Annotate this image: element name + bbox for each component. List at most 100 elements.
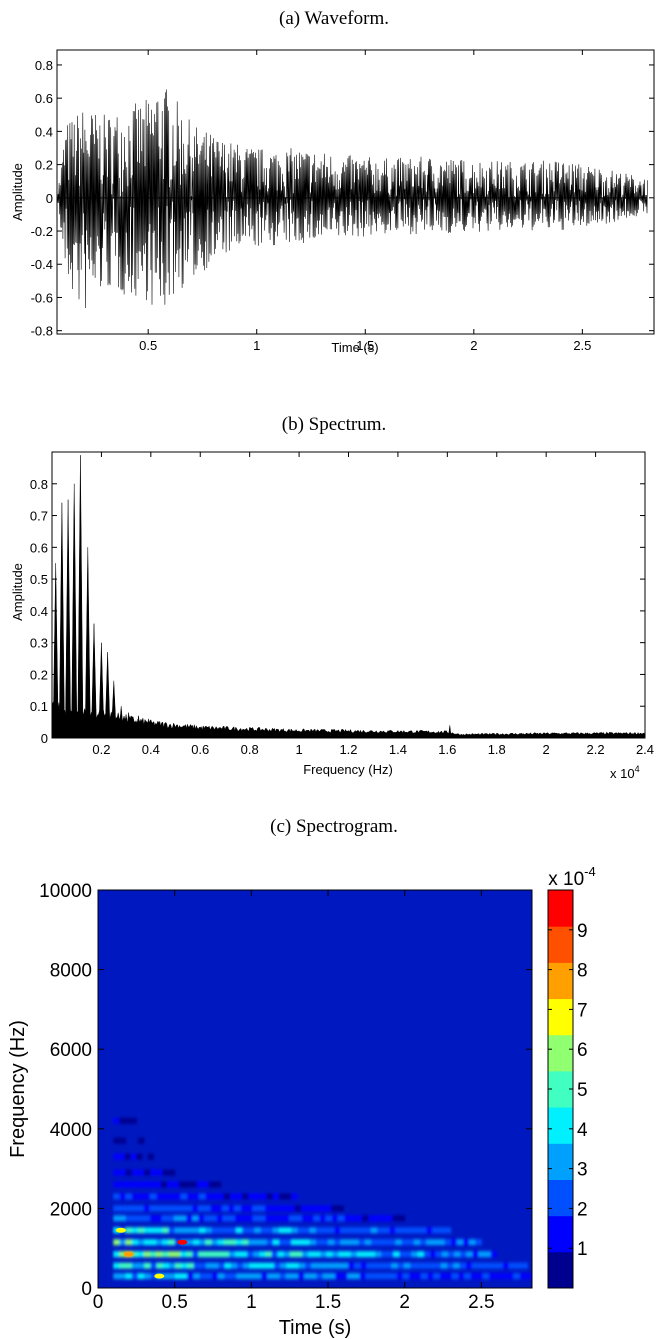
spectrogram-cell: [229, 1251, 236, 1258]
spectrogram-cell: [192, 1215, 199, 1222]
spectrogram-cell: [273, 1273, 281, 1280]
spectrogram-cell: [490, 1251, 498, 1258]
spectrogram-cell: [206, 1262, 213, 1269]
spectrogram-cell: [377, 1227, 384, 1234]
spectrogram-cell: [508, 1262, 516, 1269]
spectrogram-cell: [385, 1262, 392, 1269]
spectrogram-cell: [205, 1239, 212, 1246]
y-tick-label: 0.1: [30, 699, 48, 714]
spectrogram-cell: [193, 1273, 201, 1280]
spectrogram-cell: [236, 1227, 243, 1234]
spectrogram-cell: [254, 1193, 261, 1200]
spectrogram-cell: [338, 1251, 346, 1258]
waveform-x-ticks: 0.5 1 1.5 2 2.5: [139, 50, 591, 353]
spectrogram-cell: [442, 1251, 449, 1258]
colorbar-segment: [548, 926, 573, 963]
spectrogram-cell: [143, 1181, 150, 1188]
y-tick-label: 0.4: [35, 124, 53, 139]
colorbar-tick-label: 9: [577, 921, 588, 942]
spectrogram-cell: [292, 1262, 300, 1269]
spectrogram-cell: [264, 1205, 272, 1212]
spectrogram-cell: [248, 1239, 255, 1246]
y-tick-label: -0.6: [31, 290, 53, 305]
spectrogram-cell: [131, 1227, 139, 1234]
spectrogram-cell: [222, 1215, 230, 1222]
spectrogram-cell: [340, 1227, 347, 1234]
spectrum-peak: [104, 652, 111, 739]
spectrogram-cell: [280, 1262, 287, 1269]
spectrogram-cell: [417, 1251, 425, 1258]
spectrogram-cell: [428, 1262, 436, 1269]
spectrogram-cell: [307, 1205, 314, 1212]
spectrogram-cell: [407, 1227, 415, 1234]
spectrogram-cell: [247, 1251, 254, 1258]
spectrogram-cell: [131, 1239, 139, 1246]
spectrogram-cell: [525, 1273, 532, 1280]
spectrogram-cell: [261, 1273, 268, 1280]
spectrogram-cell: [149, 1215, 157, 1222]
spectrogram-cell: [186, 1193, 194, 1200]
spectrogram-cell: [304, 1273, 311, 1280]
spectrogram-hotspot: [123, 1251, 134, 1257]
spectrogram-cell: [223, 1239, 231, 1246]
spectrogram-cell: [301, 1215, 309, 1222]
spectrogram-cell: [156, 1227, 163, 1234]
spectrogram-cell: [137, 1193, 145, 1200]
spectrogram-cell: [313, 1205, 320, 1212]
spectrogram-cell: [143, 1251, 151, 1258]
spectrogram-cell: [150, 1273, 157, 1280]
x-tick-label: 2.4: [636, 742, 654, 757]
spectrogram-cell: [401, 1239, 409, 1246]
spectrogram-cell: [173, 1181, 180, 1188]
spectrogram-cell: [407, 1239, 415, 1246]
spectrogram-cell: [289, 1251, 297, 1258]
y-tick-label: 0: [41, 731, 48, 746]
spectrogram-cell: [243, 1262, 250, 1269]
spectrogram-cell: [291, 1227, 298, 1234]
spectrogram-cell: [279, 1193, 286, 1200]
spectrogram-cell: [484, 1262, 491, 1269]
spectrogram-cell: [196, 1181, 204, 1188]
spectrogram-cell: [181, 1262, 188, 1269]
spectrogram-cell: [413, 1227, 421, 1234]
spectrogram-cell: [353, 1273, 361, 1280]
spectrogram-cell: [279, 1239, 286, 1246]
colorbar-segment: [548, 890, 573, 927]
spectrogram-background: [98, 890, 532, 1288]
spectrogram-cell: [255, 1262, 263, 1269]
spectrogram-cell: [137, 1169, 145, 1176]
spectrogram-cell: [174, 1215, 181, 1222]
spectrogram-cell: [272, 1239, 280, 1246]
spectrogram-y-ticks: 0 2000 4000 6000 8000 10000: [39, 881, 532, 1300]
spectrogram-cell: [342, 1262, 349, 1269]
spectrogram-cell: [317, 1262, 324, 1269]
spectrogram-cell: [463, 1239, 470, 1246]
spectrogram-cell: [248, 1193, 255, 1200]
spectrogram-bands: [113, 1117, 532, 1280]
spectrogram-cell: [113, 1117, 120, 1124]
y-tick-label: 4000: [50, 1120, 92, 1141]
y-tick-label: 10000: [39, 881, 92, 902]
x-tick-label: 1: [253, 338, 260, 353]
spectrogram-cell: [328, 1239, 335, 1246]
spectrogram-cell: [365, 1273, 373, 1280]
spectrogram-cell: [199, 1273, 207, 1280]
spectrogram-cell: [447, 1262, 454, 1269]
spectrogram-cell: [125, 1215, 133, 1222]
spectrogram-cell: [308, 1251, 315, 1258]
spectrogram-cell: [178, 1181, 186, 1188]
spectrogram-cell: [260, 1227, 268, 1234]
spectrogram-cell: [302, 1251, 309, 1258]
spectrogram-cell: [192, 1205, 199, 1212]
spectrogram-cell: [258, 1205, 266, 1212]
spectrogram-cell: [297, 1227, 304, 1234]
spectrogram-cell: [119, 1262, 127, 1269]
colorbar-segment: [548, 1251, 573, 1289]
spectrogram-cell: [322, 1273, 330, 1280]
waveform-marks: [56, 89, 648, 309]
spectrogram-cell: [187, 1262, 195, 1269]
spectrogram-cell: [136, 1153, 143, 1160]
spectrogram-cell: [149, 1181, 156, 1188]
spectrogram-cell: [137, 1227, 145, 1234]
x-tick-label: 2.5: [468, 1292, 494, 1313]
